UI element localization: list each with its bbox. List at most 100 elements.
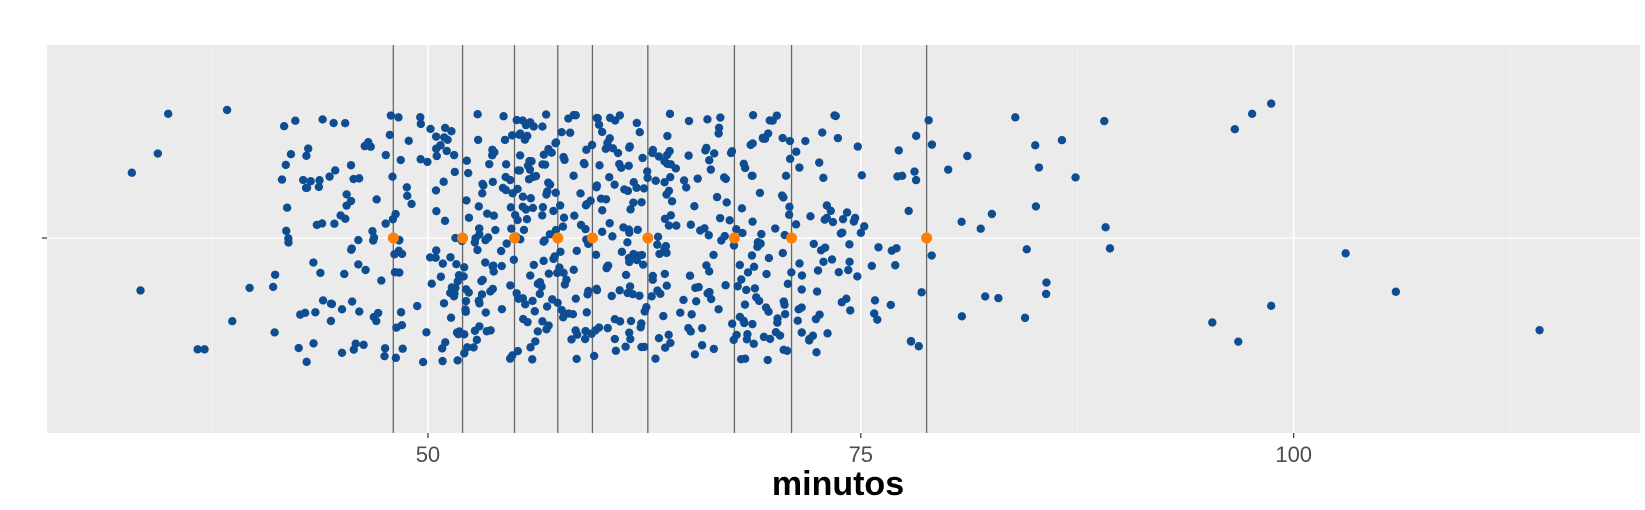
data-point [749,339,759,349]
data-point [521,205,531,214]
data-point [603,262,612,271]
data-point [917,288,926,297]
data-point [733,282,742,291]
data-point [506,203,516,212]
data-point [373,308,383,318]
data-point [743,268,753,277]
data-point [552,268,562,278]
data-point [827,255,837,264]
data-point [404,136,413,146]
data-point [703,289,712,298]
data-point [632,183,641,192]
data-point [787,268,796,277]
data-point [626,334,635,344]
data-point [523,161,533,170]
data-point [595,161,604,170]
data-point [714,129,723,138]
data-point [846,306,855,315]
data-point [539,256,548,266]
data-point [1341,249,1350,258]
data-point [340,269,349,279]
data-point [584,286,593,296]
data-point [725,216,734,225]
data-point [153,149,163,158]
data-point [592,285,602,295]
data-point [506,281,515,290]
data-point [475,224,484,233]
data-point [638,260,648,269]
data-point [727,147,737,156]
data-point [337,348,347,358]
data-point [856,228,866,237]
data-point [282,226,291,236]
data-point [501,160,511,169]
data-point [416,119,426,129]
data-point [432,151,441,161]
data-point [340,119,350,128]
data-point [432,206,441,216]
data-point [325,172,334,181]
data-point [637,198,646,207]
data-point [1041,289,1051,299]
data-point [679,295,688,305]
data-point [477,290,487,299]
data-point [797,303,806,312]
data-point [342,201,351,210]
data-point [464,288,473,297]
data-point [459,272,468,281]
data-point [222,105,232,115]
data-point [666,172,675,182]
data-point [737,204,747,213]
data-point [610,180,619,189]
data-point [314,182,324,192]
data-point [1535,325,1544,335]
data-point [452,259,461,269]
data-point [779,297,788,306]
data-point [785,202,794,212]
data-point [660,156,669,166]
data-point [715,213,725,223]
data-point [763,355,772,365]
data-point [502,239,511,248]
data-point [528,203,538,213]
data-point [785,154,795,164]
data-point [381,219,390,228]
data-point [605,219,614,228]
data-point [748,217,757,226]
x-tick-label: 100 [1275,442,1312,467]
data-point [845,240,854,249]
data-point [542,325,551,334]
data-point [341,214,350,224]
data-point [277,175,287,184]
data-point [513,184,522,194]
data-point [981,292,990,301]
data-point [797,328,806,337]
data-point [1022,245,1031,254]
data-point [943,165,953,174]
data-point [193,345,202,354]
data-point [684,323,693,333]
data-point [633,225,642,234]
data-point [478,189,487,198]
data-point [526,343,535,352]
data-point [306,177,315,186]
data-point [812,348,821,357]
data-point [380,344,390,353]
data-point [507,131,517,140]
data-point [747,251,757,260]
data-point [1391,287,1401,296]
data-point [963,151,972,161]
data-point [608,232,617,241]
data-point [654,152,664,161]
data-point [309,339,318,348]
data-point [621,270,631,280]
data-point [392,323,401,332]
data-point [684,116,694,126]
data-point [497,304,507,314]
data-point [772,111,782,120]
x-tick-label: 50 [416,442,440,467]
data-point [523,317,532,327]
data-point [778,133,787,143]
data-point [748,110,758,120]
data-point [538,202,548,212]
